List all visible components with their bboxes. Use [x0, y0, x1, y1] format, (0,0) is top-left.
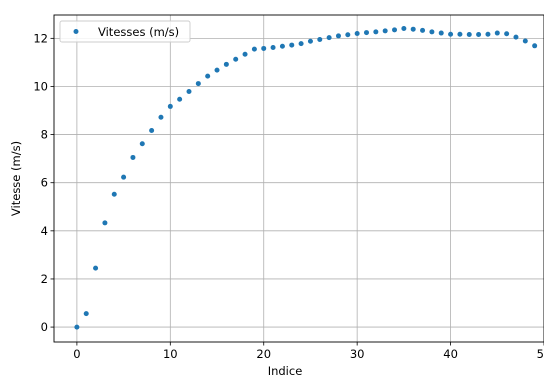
data-point [270, 44, 276, 50]
data-point [382, 28, 388, 34]
data-point [121, 174, 127, 180]
axis-ticks: 0 10 20 30 40 50 0 2 4 6 8 10 12 [33, 31, 544, 361]
axes-frame [53, 14, 544, 343]
data-point [457, 31, 463, 37]
x-tick-label: 30 [350, 347, 365, 361]
legend-label: Vitesses (m/s) [98, 25, 179, 39]
data-point [532, 43, 538, 49]
data-point [242, 51, 248, 57]
y-tick-label: 8 [41, 128, 48, 142]
y-tick-label: 4 [41, 224, 48, 238]
data-point [317, 37, 323, 43]
x-tick-label: 40 [443, 347, 458, 361]
data-point [354, 31, 360, 37]
data-point [438, 30, 444, 36]
x-tick-label: 0 [73, 347, 80, 361]
legend-marker [73, 29, 79, 34]
data-point [345, 32, 351, 38]
data-point [429, 29, 435, 35]
data-point [261, 45, 267, 51]
legend-box [59, 20, 191, 43]
x-tick-label: 10 [163, 347, 178, 361]
data-point [363, 30, 369, 36]
data-points [74, 25, 538, 330]
data-point [448, 31, 454, 37]
data-point [326, 35, 332, 41]
y-tick-label: 10 [33, 79, 48, 93]
data-point [401, 25, 407, 31]
data-point [392, 27, 398, 33]
data-point [373, 29, 379, 35]
y-tick-label: 0 [41, 320, 48, 334]
data-point [205, 73, 211, 79]
data-point [167, 103, 173, 109]
data-point [233, 56, 239, 62]
data-point [186, 89, 192, 95]
data-point [83, 311, 89, 317]
data-point [223, 61, 229, 67]
data-point [298, 41, 304, 47]
data-point [158, 114, 164, 120]
y-axis-label: Vitesse (m/s) [9, 141, 23, 216]
data-point [476, 31, 482, 37]
y-tick-label: 2 [41, 272, 48, 286]
data-point [485, 31, 491, 37]
data-point [74, 324, 80, 330]
data-point [420, 27, 426, 33]
data-point [513, 34, 519, 40]
data-point [195, 81, 201, 87]
data-point [130, 154, 136, 160]
data-point [307, 38, 313, 44]
y-tick-label: 12 [33, 31, 48, 45]
data-point [289, 42, 295, 48]
data-point [251, 46, 257, 52]
data-point [494, 30, 500, 36]
data-point [410, 26, 416, 32]
y-tick-label: 6 [41, 176, 48, 190]
data-point [177, 96, 183, 102]
data-point [466, 31, 472, 37]
data-point [149, 127, 155, 133]
data-point [504, 31, 510, 37]
data-point [522, 38, 528, 44]
x-tick-label: 50 [537, 347, 544, 361]
data-point [139, 141, 145, 147]
data-point [102, 220, 108, 226]
data-point [93, 265, 99, 271]
legend: Vitesses (m/s) [59, 20, 191, 43]
x-axis-label: Indice [268, 364, 303, 378]
data-point [111, 191, 117, 197]
x-tick-label: 20 [256, 347, 271, 361]
data-point [214, 67, 220, 73]
data-point [335, 33, 341, 39]
data-point [279, 43, 285, 49]
